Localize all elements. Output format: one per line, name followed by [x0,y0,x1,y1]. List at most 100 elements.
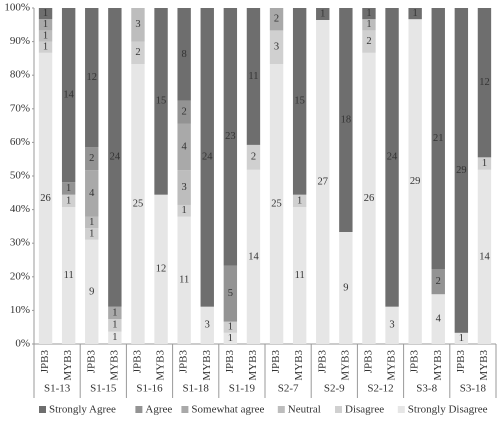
x-tick-label: JPB3 [316,350,328,374]
bar-segment [385,8,399,307]
bar-segment [177,170,191,205]
data-label: 3 [389,320,394,331]
data-label: 2 [274,14,279,25]
bar-segment [177,8,191,101]
x-tick-label: MYB3 [432,350,444,381]
data-label: 12 [156,264,167,275]
group-label: S3-8 [416,383,437,395]
data-label: 3 [182,182,187,193]
bar-segment [108,306,122,320]
data-label: 1 [112,307,117,318]
data-label: 1 [43,30,48,41]
data-label: 11 [295,270,305,281]
x-tick-label: MYB3 [201,350,213,381]
data-label: 27 [318,176,329,187]
bar-segment [177,204,191,217]
bar-segment [223,8,238,266]
y-tick-label: 90% [10,35,30,47]
bar-segment [85,8,99,148]
bar-segment [316,20,330,344]
bar-segment [38,52,53,345]
data-label: 4 [182,141,188,152]
data-label: 1 [228,333,233,344]
data-label: 11 [64,270,74,281]
data-label: 24 [387,152,398,163]
data-label: 1 [366,8,371,19]
legend-label: Somewhat agree [191,404,264,416]
bar-segment [431,269,445,295]
bar-segment [339,8,353,232]
data-label: 23 [225,131,236,142]
legend-swatch [277,406,285,413]
bar-segment [131,64,145,344]
data-label: 1 [413,8,418,19]
x-tick-label: JPB3 [455,350,467,374]
x-tick-label: MYB3 [108,350,120,381]
data-label: 4 [89,188,95,199]
bar-segment [131,8,145,42]
data-label: 1 [66,183,71,194]
data-label: 1 [43,42,48,53]
y-tick-label: 60% [10,136,30,148]
bar-segment [292,8,307,195]
bar-segment [408,19,422,344]
y-tick-label: 70% [10,102,30,114]
bar-segment [61,207,76,344]
x-tick-label: JPB3 [224,350,236,374]
group-label: S3-18 [460,383,487,395]
bar-segment [316,8,330,20]
legend-label: Disagree [345,404,384,416]
data-label: 4 [436,314,442,325]
data-label: 1 [182,205,187,216]
bar-segment [131,41,145,64]
data-label: 1 [228,322,233,333]
bar-segment [108,8,122,307]
data-label: 1 [66,195,71,206]
bar-segment [246,169,261,344]
legend-label: Neutral [288,404,321,416]
data-label: 29 [456,165,467,176]
bar-segment [85,170,99,217]
bar-segment [269,64,284,344]
data-label: 26 [40,193,51,204]
data-label: 3 [205,320,210,331]
x-tick-label: JPB3 [362,350,374,374]
x-tick-label: JPB3 [409,350,421,374]
legend-swatch [181,406,189,413]
data-label: 15 [156,96,167,107]
bar-segment [108,331,122,344]
bar-segment [223,321,238,333]
x-tick-label: JPB3 [178,350,190,374]
data-label: 14 [248,251,259,262]
bar-segment [339,232,353,344]
bar-segment [477,8,492,158]
bar-segment [223,332,238,344]
bar-segment [362,52,376,345]
bar-segment [177,216,191,344]
group-label: S2-7 [278,383,299,395]
data-label: 1 [112,320,117,331]
bar-segment [38,30,53,42]
x-tick-label: MYB3 [293,350,305,381]
legend-label: Strongly Agree [49,404,116,416]
bar-segment [154,194,168,344]
data-label: 18 [341,114,352,125]
bar-segment [454,8,469,333]
data-label: 1 [297,195,302,206]
group-label: S1-18 [183,383,210,395]
data-label: 9 [89,286,94,297]
data-label: 26 [364,193,375,204]
x-tick-label: JPB3 [39,350,51,374]
bar-segment [269,8,284,31]
bar-segment [108,319,122,332]
y-tick-label: 20% [10,270,30,282]
bar-segment [85,239,99,344]
bar-segment [431,8,445,270]
data-label: 1 [112,332,117,343]
data-label: 5 [228,288,233,299]
bar-segment [200,306,214,344]
data-label: 2 [182,107,187,118]
bar-segment [177,123,191,171]
bar-segment [223,265,238,322]
